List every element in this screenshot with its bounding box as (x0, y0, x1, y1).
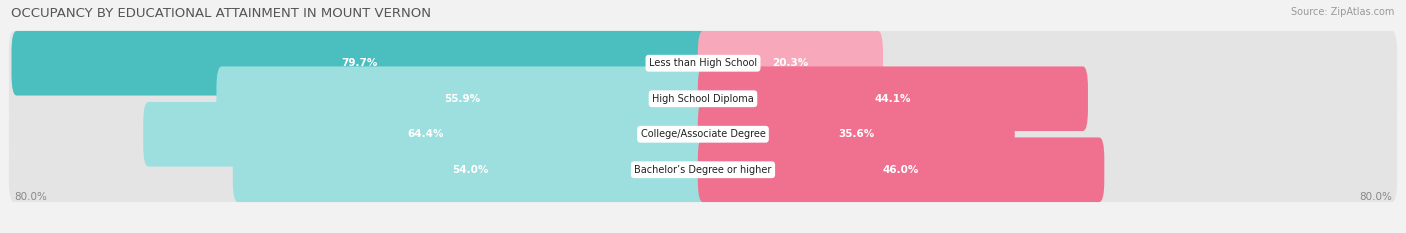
Text: 46.0%: 46.0% (883, 165, 920, 175)
FancyBboxPatch shape (697, 102, 1015, 167)
Text: OCCUPANCY BY EDUCATIONAL ATTAINMENT IN MOUNT VERNON: OCCUPANCY BY EDUCATIONAL ATTAINMENT IN M… (11, 7, 432, 20)
Text: Source: ZipAtlas.com: Source: ZipAtlas.com (1291, 7, 1395, 17)
FancyBboxPatch shape (143, 102, 709, 167)
Text: Less than High School: Less than High School (650, 58, 756, 68)
FancyBboxPatch shape (697, 66, 1088, 131)
Text: 64.4%: 64.4% (408, 129, 444, 139)
Text: 35.6%: 35.6% (838, 129, 875, 139)
Text: 80.0%: 80.0% (1360, 192, 1392, 202)
Text: College/Associate Degree: College/Associate Degree (641, 129, 765, 139)
Text: 44.1%: 44.1% (875, 94, 911, 104)
FancyBboxPatch shape (697, 31, 883, 96)
FancyBboxPatch shape (8, 31, 1398, 96)
Text: 54.0%: 54.0% (453, 165, 489, 175)
Text: 79.7%: 79.7% (342, 58, 378, 68)
Text: 80.0%: 80.0% (14, 192, 46, 202)
FancyBboxPatch shape (11, 31, 709, 96)
Text: 20.3%: 20.3% (772, 58, 808, 68)
Text: 55.9%: 55.9% (444, 94, 481, 104)
Text: Bachelor’s Degree or higher: Bachelor’s Degree or higher (634, 165, 772, 175)
FancyBboxPatch shape (8, 102, 1398, 167)
Text: High School Diploma: High School Diploma (652, 94, 754, 104)
FancyBboxPatch shape (697, 137, 1104, 202)
FancyBboxPatch shape (8, 66, 1398, 131)
FancyBboxPatch shape (8, 137, 1398, 202)
FancyBboxPatch shape (217, 66, 709, 131)
FancyBboxPatch shape (233, 137, 709, 202)
